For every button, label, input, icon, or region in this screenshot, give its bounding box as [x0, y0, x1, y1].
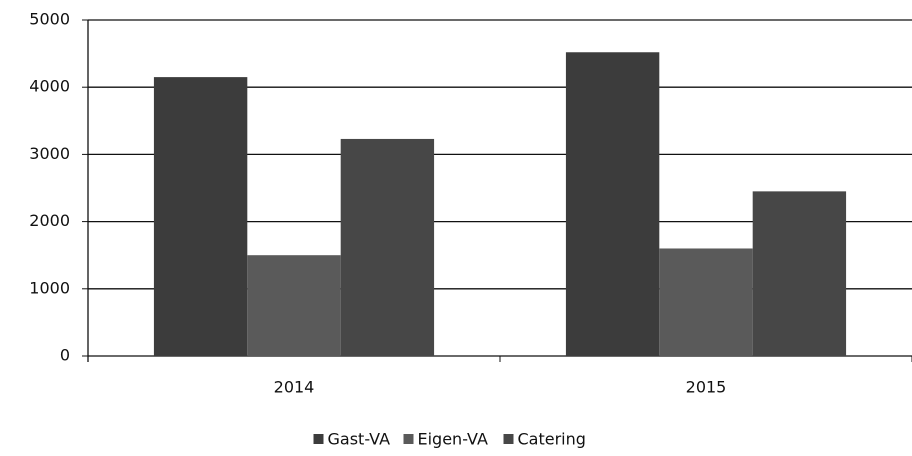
legend-label: Gast-VA	[328, 430, 391, 449]
bar	[153, 77, 248, 357]
y-tick-label: 1000	[29, 278, 70, 297]
y-tick-label: 5000	[29, 10, 70, 29]
legend-swatch	[503, 434, 514, 444]
x-tick-label: 2014	[274, 378, 315, 397]
y-tick-label: 0	[60, 346, 70, 365]
bar	[659, 248, 753, 356]
x-tick-label: 2015	[686, 378, 727, 397]
legend-swatch	[313, 434, 324, 444]
bar	[752, 191, 847, 356]
y-tick-label: 2000	[29, 211, 70, 230]
legend-label: Eigen-VA	[418, 430, 488, 449]
y-tick-label: 3000	[29, 144, 70, 163]
legend-swatch	[403, 434, 414, 444]
bar	[565, 52, 660, 356]
bar	[340, 138, 435, 356]
y-tick-label: 4000	[29, 77, 70, 96]
bar	[247, 255, 341, 356]
legend-label: Catering	[518, 430, 586, 449]
